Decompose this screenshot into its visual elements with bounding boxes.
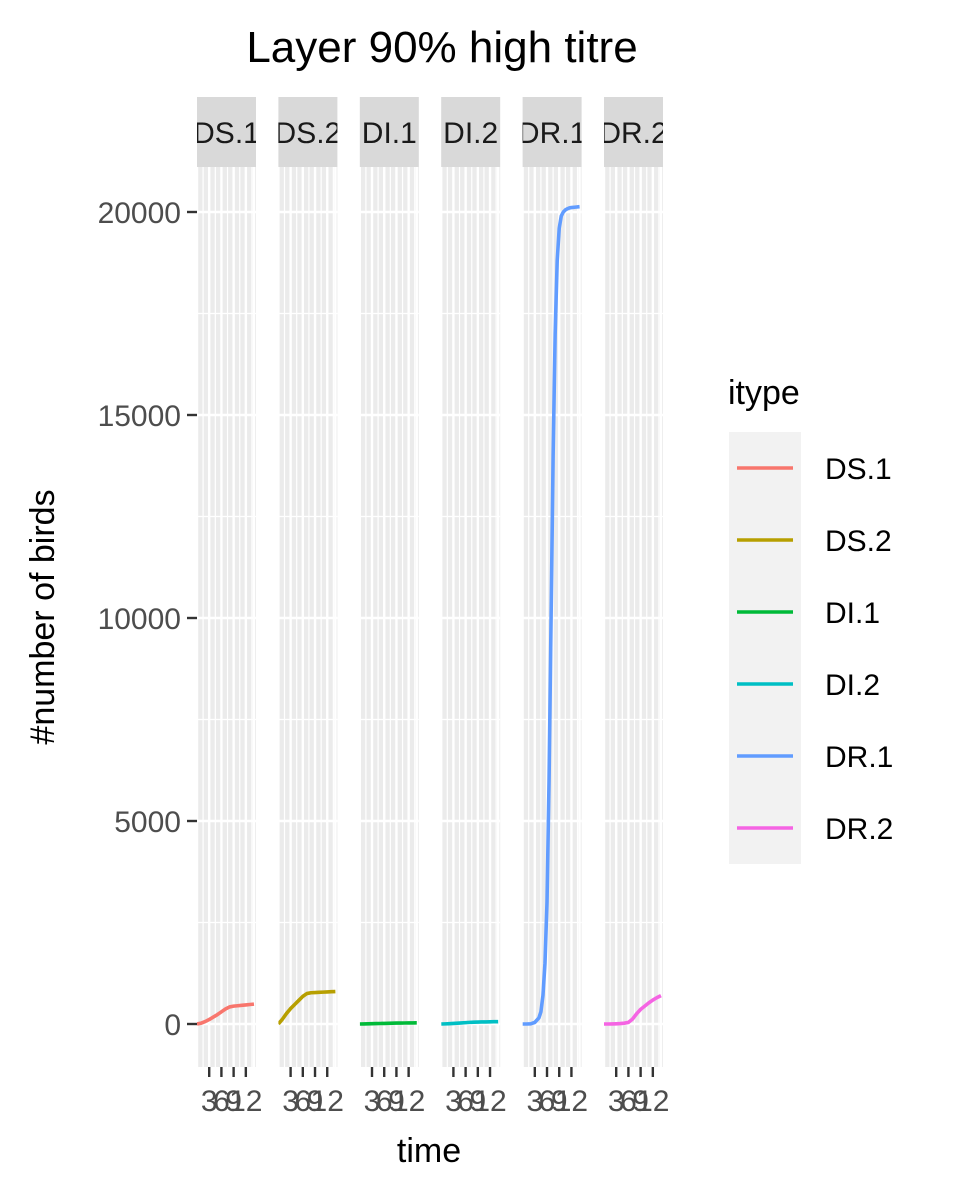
facet-strip-ds-1 [197, 97, 256, 167]
facet-strip-label-ds-1: DS.1 [193, 117, 260, 150]
x-tick-label: 12 [473, 1085, 506, 1118]
y-axis-label: #number of birds [24, 489, 62, 744]
x-axis-label: time [397, 1132, 461, 1170]
legend: itype DS.1 DS.2 DI.1 DI.2 DR.1 DR.2 [728, 374, 893, 864]
x-tick-label: 9 [632, 1085, 649, 1118]
x-tick-label: 6 [457, 1085, 474, 1118]
legend-label-dr-1: DR.1 [825, 741, 893, 774]
y-tick-label: 20000 [98, 197, 181, 230]
series-line-ds-2 [278, 989, 336, 1026]
facet-strip-label-dr-2: DR.2 [599, 117, 667, 150]
y-tick-label: 0 [164, 1009, 181, 1042]
series-line-di-2 [441, 1019, 499, 1026]
facet-panels [195, 167, 663, 1067]
y-axis: 0 5000 10000 15000 20000 [98, 197, 197, 1042]
x-tick-label: 12 [555, 1085, 588, 1118]
legend-title: itype [728, 374, 800, 412]
x-tick-label: 3 [201, 1085, 218, 1118]
facet-strip-label-di-2: DI.2 [443, 117, 498, 150]
x-tick-label: 3 [282, 1085, 299, 1118]
x-tick-label: 12 [636, 1085, 669, 1118]
x-tick-label: 3 [526, 1085, 543, 1118]
series-line-dr-1 [522, 204, 580, 1026]
series-line-dr-2 [604, 993, 662, 1026]
legend-label-ds-2: DS.2 [825, 525, 892, 558]
x-tick-label: 12 [229, 1085, 262, 1118]
y-tick-label: 5000 [114, 806, 181, 839]
x-tick-label: 9 [225, 1085, 242, 1118]
legend-label-ds-1: DS.1 [825, 453, 892, 486]
series-line-di-1 [359, 1021, 417, 1026]
legend-label-di-1: DI.1 [825, 597, 880, 630]
x-tick-label: 9 [388, 1085, 405, 1118]
x-tick-label: 9 [307, 1085, 324, 1118]
facet-strip-ds-2 [278, 97, 338, 167]
x-tick-label: 6 [620, 1085, 637, 1118]
x-tick-label: 6 [294, 1085, 311, 1118]
x-tick-label: 9 [551, 1085, 568, 1118]
facet-strip-dr-2 [604, 97, 663, 167]
facet-strip-label-dr-1: DR.1 [518, 117, 586, 150]
legend-label-di-2: DI.2 [825, 669, 880, 702]
x-tick-label: 3 [608, 1085, 625, 1118]
x-tick-label: 9 [469, 1085, 486, 1118]
series-line-ds-1 [197, 1002, 255, 1026]
x-tick-label: 3 [364, 1085, 381, 1118]
x-tick-label: 6 [376, 1085, 393, 1118]
y-tick-label: 15000 [98, 400, 181, 433]
facet-strip-label-ds-2: DS.2 [275, 117, 342, 150]
y-tick-label: 10000 [98, 603, 181, 636]
facet-strip-label-di-1: DI.1 [362, 117, 417, 150]
facet-strip-di-2 [441, 97, 501, 167]
x-tick-label: 6 [213, 1085, 230, 1118]
facet-strip-di-1 [359, 97, 419, 167]
x-tick-label: 3 [445, 1085, 462, 1118]
x-tick-label: 6 [539, 1085, 556, 1118]
x-tick-label: 12 [392, 1085, 425, 1118]
facet-strip-dr-1 [522, 97, 582, 167]
chart-title: Layer 90% high titre [246, 23, 637, 72]
facet-strips: DS.1 DS.2 DI.1 DI.2 DR.1 DR.2 [193, 97, 667, 167]
x-tick-label: 12 [311, 1085, 344, 1118]
legend-label-dr-2: DR.2 [825, 813, 893, 846]
